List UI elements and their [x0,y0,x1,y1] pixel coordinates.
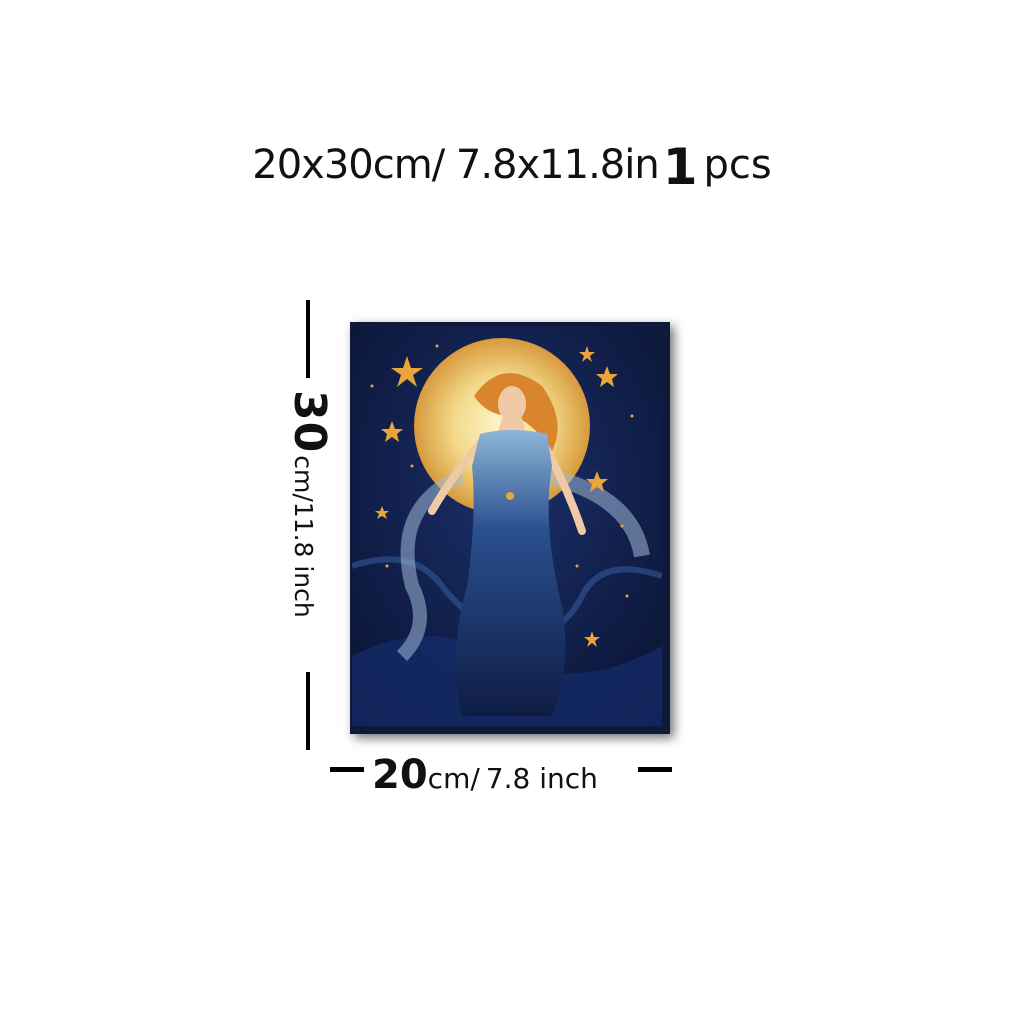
width-marker-right [638,767,672,772]
moon-goddess-painting [352,326,662,726]
width-unit-inch: 7.8 inch [485,762,598,795]
height-marker-bottom [306,672,310,750]
quantity-unit: pcs [703,142,772,188]
width-label: 20cm/7.8 inch [372,752,598,798]
height-label: 30cm/11.8 inch [283,390,343,650]
gold-stars [370,344,634,647]
size-headline: 20x30cm/ 7.8x11.8in1 pcs [0,138,1024,198]
width-marker-left [330,767,364,772]
width-unit-cm: cm/ [427,762,480,795]
quantity-number: 1 [662,138,698,196]
figure-head [498,386,526,422]
height-value: 30 [284,390,335,454]
figure-gown [455,430,566,716]
canvas-artwork [352,326,662,726]
height-marker-top [306,300,310,378]
width-value: 20 [372,752,428,798]
height-unit: cm/11.8 inch [289,455,318,618]
size-text: 20x30cm/ 7.8x11.8in [252,142,659,188]
